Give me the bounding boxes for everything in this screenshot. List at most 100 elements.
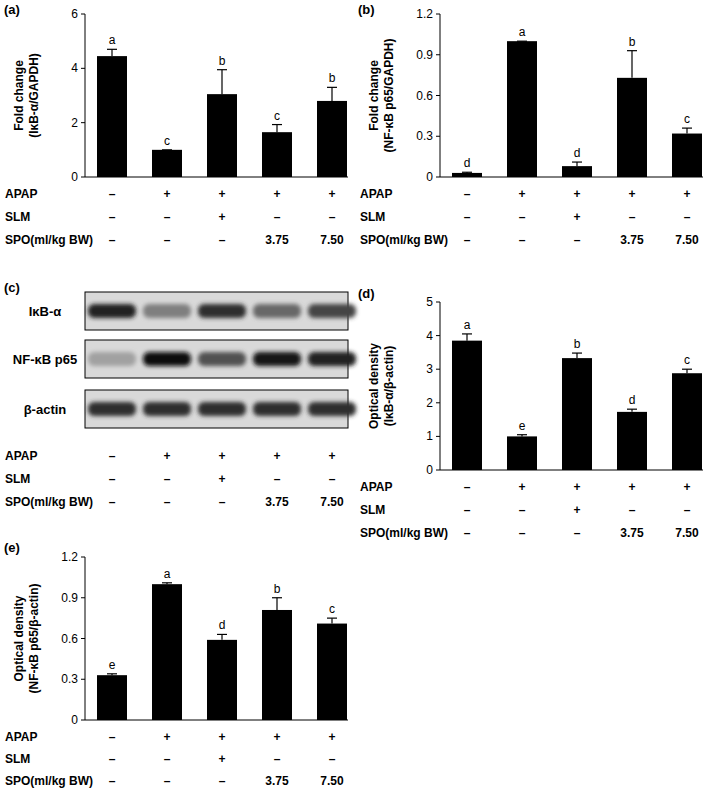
error-bar [462, 334, 472, 341]
cell: + [518, 480, 525, 494]
error-cap [107, 673, 117, 674]
y-axis [85, 14, 86, 177]
cell: 7.50 [320, 495, 344, 509]
cell: – [574, 233, 581, 247]
tick-label: 0.6 [416, 89, 433, 103]
band [308, 352, 356, 366]
tick-label: 6 [71, 7, 78, 21]
chart: (a)Fold change(IκB-α/GAPDH)0246acbcbAPAP… [4, 2, 348, 247]
row-label: SPO(ml/kg BW) [5, 774, 93, 788]
error-cap [327, 87, 337, 88]
cell: – [464, 503, 471, 517]
cell: + [518, 187, 525, 201]
cell: + [628, 187, 635, 201]
tick-label: 3 [426, 362, 433, 376]
error-bar [162, 583, 172, 584]
error-bar [627, 51, 637, 78]
tick [81, 679, 85, 680]
annotation: e [109, 658, 116, 672]
error-line [221, 70, 222, 94]
tick-label: 4 [71, 61, 78, 75]
tick [81, 68, 85, 69]
cell: – [684, 503, 691, 517]
cell: – [329, 472, 336, 486]
error-cap [517, 41, 527, 42]
blot-label: NF-κB p65 [13, 352, 77, 367]
cell: – [519, 210, 526, 224]
cell: + [683, 187, 690, 201]
cell: – [274, 752, 281, 766]
error-cap [217, 69, 227, 70]
row-label: SLM [5, 752, 30, 766]
error-cap [272, 597, 282, 598]
marks [452, 41, 702, 177]
axis-title: Optical density [367, 343, 381, 429]
cell: + [273, 449, 280, 463]
tick [436, 302, 440, 303]
error-bar [572, 162, 582, 166]
blot-label: IκB-α [29, 304, 62, 319]
error-cap [627, 50, 637, 51]
cell: + [218, 449, 225, 463]
tick [436, 95, 440, 96]
tick-label: 1.2 [416, 7, 433, 21]
band [88, 402, 136, 416]
tick [436, 335, 440, 336]
tick [436, 436, 440, 437]
row-label: SPO(ml/kg BW) [5, 233, 93, 247]
error-line [576, 353, 577, 358]
band [88, 304, 136, 318]
cell: – [329, 210, 336, 224]
tick-label: 0.9 [61, 591, 78, 605]
cell: 7.50 [320, 774, 344, 788]
annotation: b [274, 582, 281, 596]
cell: – [164, 210, 171, 224]
error-bar [517, 435, 527, 437]
tick [436, 470, 440, 471]
cell: – [164, 495, 171, 509]
cell: + [573, 480, 580, 494]
tick [81, 557, 85, 558]
cell: + [218, 752, 225, 766]
cell: – [164, 752, 171, 766]
cell: – [109, 495, 116, 509]
cell: – [574, 526, 581, 540]
annotation: c [684, 353, 690, 367]
tick-label: 5 [426, 295, 433, 309]
panel-label: (e) [4, 540, 20, 555]
bar [672, 373, 702, 470]
tick [436, 14, 440, 15]
tick-label: 0.3 [416, 129, 433, 143]
bar [562, 358, 592, 470]
annotation: d [629, 393, 636, 407]
cell: + [573, 503, 580, 517]
bar [507, 41, 537, 177]
cell: – [109, 774, 116, 788]
annotation: a [519, 25, 526, 39]
error-line [276, 125, 277, 133]
error-cap [272, 124, 282, 125]
annotation: d [574, 146, 581, 160]
bar [152, 584, 182, 720]
marks [97, 49, 347, 177]
cell: – [519, 526, 526, 540]
error-line [686, 128, 687, 133]
cell: – [519, 233, 526, 247]
annotation: c [164, 134, 170, 148]
axis-title: (IκB-α/GAPDH) [27, 53, 41, 138]
tick-label: 0.9 [416, 48, 433, 62]
cell: + [218, 210, 225, 224]
row-label: APAP [5, 730, 37, 744]
band [143, 304, 191, 318]
bar [452, 341, 482, 470]
error-bar [327, 87, 337, 101]
row-label: APAP [5, 449, 37, 463]
figure: (a)Fold change(IκB-α/GAPDH)0246acbcbAPAP… [0, 0, 709, 792]
annotation: a [164, 567, 171, 581]
tick-label: 1 [426, 429, 433, 443]
cell: 3.75 [265, 233, 289, 247]
row-label: SLM [5, 210, 30, 224]
annotation: c [329, 602, 335, 616]
error-cap [217, 634, 227, 635]
annotation: b [219, 54, 226, 68]
